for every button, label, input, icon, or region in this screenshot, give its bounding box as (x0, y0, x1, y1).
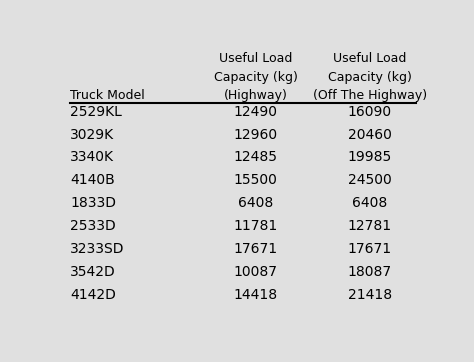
Text: 1833D: 1833D (70, 196, 116, 210)
Text: Useful Load: Useful Load (333, 52, 406, 65)
Text: 3029K: 3029K (70, 127, 114, 142)
Text: 2529KL: 2529KL (70, 105, 122, 119)
Text: 18087: 18087 (347, 265, 392, 279)
Text: Capacity (kg): Capacity (kg) (214, 71, 298, 84)
Text: 20460: 20460 (348, 127, 392, 142)
Text: 15500: 15500 (234, 173, 278, 187)
Text: 10087: 10087 (234, 265, 278, 279)
Text: 16090: 16090 (347, 105, 392, 119)
Text: 14418: 14418 (234, 287, 278, 302)
Text: Useful Load: Useful Load (219, 52, 292, 65)
Text: 12781: 12781 (347, 219, 392, 233)
Text: 12960: 12960 (234, 127, 278, 142)
Text: 3233SD: 3233SD (70, 242, 125, 256)
Text: (Highway): (Highway) (224, 89, 288, 102)
Text: 24500: 24500 (348, 173, 392, 187)
Text: 17671: 17671 (234, 242, 278, 256)
Text: (Off The Highway): (Off The Highway) (312, 89, 427, 102)
Text: Truck Model: Truck Model (70, 89, 145, 102)
Text: 4140B: 4140B (70, 173, 115, 187)
Text: 2533D: 2533D (70, 219, 116, 233)
Text: 17671: 17671 (347, 242, 392, 256)
Text: 12490: 12490 (234, 105, 278, 119)
Text: 6408: 6408 (352, 196, 387, 210)
Text: Capacity (kg): Capacity (kg) (328, 71, 411, 84)
Text: 11781: 11781 (234, 219, 278, 233)
Text: 19985: 19985 (347, 151, 392, 164)
Text: 12485: 12485 (234, 151, 278, 164)
Text: 3542D: 3542D (70, 265, 116, 279)
Text: 3340K: 3340K (70, 151, 114, 164)
Text: 4142D: 4142D (70, 287, 116, 302)
Text: 21418: 21418 (347, 287, 392, 302)
Text: 6408: 6408 (238, 196, 273, 210)
